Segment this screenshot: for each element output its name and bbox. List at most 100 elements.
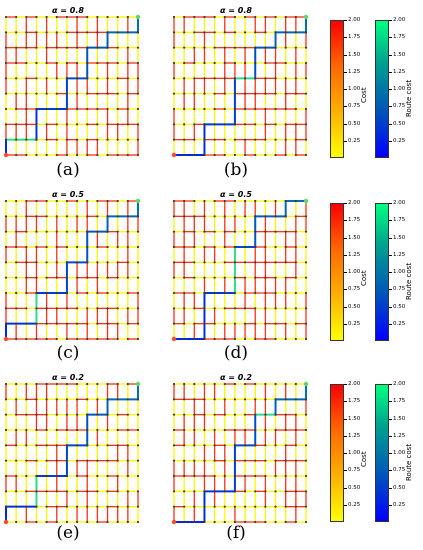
grid-node xyxy=(304,46,308,49)
grid-node xyxy=(203,474,206,478)
grid-node xyxy=(264,245,267,249)
colorbar-tick-label: 1.50 xyxy=(393,415,406,422)
grid-node xyxy=(264,337,267,341)
grid-node xyxy=(126,230,129,233)
grid-node xyxy=(106,474,109,478)
colorbar-tick-mark xyxy=(344,435,347,437)
grid-node xyxy=(223,245,226,249)
colorbar-tick-label: 1.00 xyxy=(348,269,361,275)
grid-node xyxy=(294,444,297,447)
grid-node xyxy=(126,382,129,386)
colorbar-tick-label: 1.50 xyxy=(348,415,361,422)
grid-node xyxy=(172,61,176,65)
grid-node xyxy=(172,276,176,279)
grid-node xyxy=(116,199,119,203)
grid-node xyxy=(233,61,237,65)
grid-node xyxy=(304,505,308,508)
grid-node xyxy=(45,444,48,447)
grid-node xyxy=(35,123,38,126)
grid-node xyxy=(25,520,28,524)
grid-node xyxy=(65,199,69,203)
grid-node xyxy=(274,322,277,325)
grid-node xyxy=(264,138,267,141)
grid-node xyxy=(274,444,277,447)
grid-node xyxy=(116,520,119,524)
grid-node xyxy=(223,276,226,279)
grid-node xyxy=(213,490,216,493)
grid-node xyxy=(15,107,18,111)
grid-node xyxy=(116,261,119,264)
grid-node xyxy=(126,215,129,218)
grid-node xyxy=(294,138,297,141)
grid-node xyxy=(106,307,109,310)
grid-node xyxy=(25,398,28,401)
grid-node xyxy=(116,459,119,462)
grid-node xyxy=(86,474,89,478)
grid-node xyxy=(304,413,308,416)
grid-node xyxy=(25,307,28,310)
grid-node xyxy=(233,31,237,34)
grid-node xyxy=(136,261,140,264)
grid-node xyxy=(183,230,186,233)
grid-node xyxy=(136,31,140,34)
grid-node xyxy=(55,245,58,249)
grid-node xyxy=(45,46,48,49)
grid-node xyxy=(75,382,79,386)
grid-node xyxy=(304,307,308,310)
grid-node xyxy=(45,276,48,279)
grid-node xyxy=(35,107,38,111)
grid-node xyxy=(223,322,226,325)
grid-panel xyxy=(171,14,309,158)
grid-node xyxy=(4,413,8,416)
grid-node xyxy=(223,230,226,233)
grid-node xyxy=(136,215,140,218)
grid-node xyxy=(106,459,109,462)
grid-node xyxy=(284,307,287,310)
grid-panel xyxy=(171,381,309,525)
grid-node xyxy=(106,413,109,416)
grid-node xyxy=(223,459,226,462)
grid-node xyxy=(96,230,99,233)
grid-node xyxy=(4,123,8,126)
grid-node xyxy=(106,505,109,508)
grid-node xyxy=(294,46,297,49)
grid-node xyxy=(172,123,176,126)
grid-node xyxy=(284,107,287,111)
grid-node xyxy=(284,444,287,447)
colorbar-tick-mark xyxy=(389,272,392,273)
grid-node xyxy=(193,46,196,49)
grid-node xyxy=(86,199,89,203)
colorbar-tick-mark xyxy=(389,453,392,454)
grid-node xyxy=(86,230,89,233)
grid-node xyxy=(183,92,186,95)
grid-node xyxy=(136,138,140,141)
grid-node xyxy=(233,291,237,295)
grid-node xyxy=(264,230,267,233)
grid-node xyxy=(15,230,18,233)
grid-node xyxy=(294,490,297,493)
grid-node xyxy=(172,428,176,432)
grid-node xyxy=(233,322,237,325)
grid-node xyxy=(106,490,109,493)
grid-node xyxy=(45,245,48,249)
panel-f-label: (f) xyxy=(226,523,246,543)
grid-node xyxy=(203,322,206,325)
grid-node xyxy=(193,505,196,508)
grid-node xyxy=(45,153,48,157)
grid-node xyxy=(264,474,267,478)
grid-node xyxy=(172,261,176,264)
grid-panel xyxy=(171,198,309,342)
grid-node xyxy=(172,245,176,249)
grid-node xyxy=(193,245,196,249)
grid-node xyxy=(213,153,216,157)
grid-node xyxy=(136,428,140,432)
grid-node xyxy=(294,261,297,264)
grid-node xyxy=(116,138,119,141)
grid-node xyxy=(25,77,28,80)
colorbar-tick-mark xyxy=(344,71,347,73)
grid-node xyxy=(243,153,247,157)
grid-node xyxy=(4,31,8,34)
colorbar-tick-label: 1.25 xyxy=(348,432,361,439)
grid-node xyxy=(96,307,99,310)
grid-node xyxy=(193,77,196,80)
